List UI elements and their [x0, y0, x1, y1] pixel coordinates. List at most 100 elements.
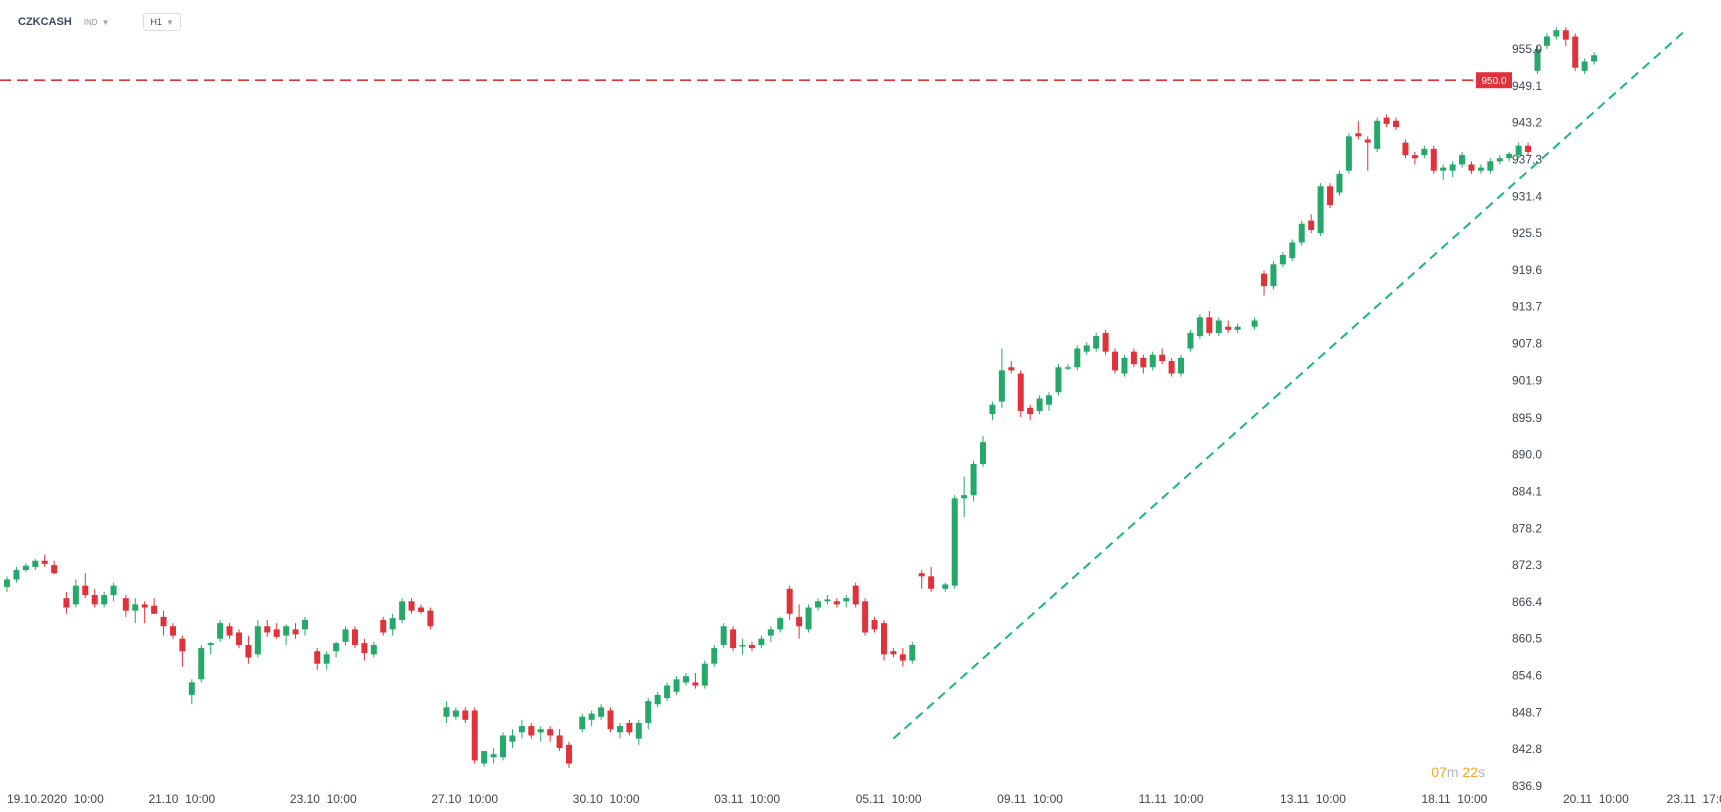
candle-body [682, 676, 689, 683]
candle-body [1383, 117, 1390, 124]
candle [1572, 33, 1579, 71]
trendline-layer [892, 29, 1687, 740]
candle [1308, 214, 1315, 234]
candle-body [32, 560, 39, 567]
candle [1459, 151, 1466, 168]
candle-body [1525, 145, 1532, 152]
timeframe-selector[interactable]: H1 ▼ [143, 13, 181, 31]
candle-body [370, 644, 377, 655]
candle [989, 401, 996, 421]
candle [852, 582, 859, 608]
candle-countdown: 07m 22s [1431, 764, 1485, 780]
x-tick-label: 09.11 10:00 [997, 792, 1063, 806]
candle [481, 751, 488, 767]
candle-body [843, 598, 850, 602]
candle-body [1562, 30, 1569, 40]
y-tick-label: 848.7 [1512, 705, 1542, 719]
candle-body [481, 751, 488, 764]
candle [579, 713, 586, 733]
candle [1355, 120, 1362, 140]
candle-body [122, 598, 129, 611]
candle [805, 604, 812, 633]
candle [72, 579, 79, 608]
candle [1487, 158, 1494, 174]
symbol-name: CZKCASH [18, 16, 72, 28]
candle-body [786, 588, 793, 614]
candle [626, 719, 633, 736]
trendline[interactable] [892, 29, 1687, 740]
candle [13, 566, 20, 583]
candle [730, 626, 737, 652]
candle-body [91, 595, 98, 605]
candle-body [1336, 173, 1343, 193]
y-tick-label: 866.4 [1512, 595, 1542, 609]
candle-body [748, 644, 755, 649]
candle-body [1591, 55, 1598, 62]
candle-body [207, 643, 214, 645]
candle-body [1317, 186, 1324, 234]
candle [273, 623, 280, 639]
candle-body [389, 618, 396, 630]
candle-body [101, 595, 108, 605]
candle [1187, 329, 1194, 352]
price-axis[interactable]: 955.0 949.1 943.2 937.3 931.4 925.5 919.6 913.7… [1512, 42, 1542, 793]
candle-body [141, 604, 148, 608]
candle-body [1345, 136, 1352, 171]
candle [408, 598, 415, 614]
candle [141, 601, 148, 624]
candle [1383, 114, 1390, 128]
candle-body [1402, 142, 1409, 156]
candle-body [1121, 357, 1128, 374]
candle-body [1251, 320, 1258, 327]
y-tick-label: 901.9 [1512, 373, 1542, 387]
candle-body [720, 626, 727, 645]
candle [1581, 58, 1588, 74]
candle [490, 747, 497, 764]
candle [380, 616, 387, 636]
candle [796, 604, 803, 639]
candle-body [1036, 398, 1043, 411]
candle [1159, 348, 1166, 365]
candle-body [1149, 354, 1156, 368]
candle-body [333, 643, 340, 652]
candle-body [598, 707, 605, 717]
candle [292, 623, 299, 639]
y-tick-label: 931.4 [1512, 189, 1542, 203]
y-tick-label: 884.1 [1512, 484, 1542, 498]
candle [556, 729, 563, 752]
candle-body [1449, 164, 1456, 171]
candle [518, 719, 525, 739]
countdown-minutes: 07 [1431, 764, 1447, 780]
y-tick-label: 949.1 [1512, 79, 1542, 93]
candle [1008, 361, 1015, 374]
x-tick-label: 13.11 10:00 [1280, 792, 1346, 806]
time-axis[interactable]: 19.10.2020 10:00 21.10 10:00 23.10 10:00 27… [7, 792, 1721, 806]
candle [427, 607, 434, 630]
candle-body [1093, 336, 1100, 349]
candle [767, 626, 774, 642]
candle [598, 704, 605, 720]
candle-body [254, 626, 261, 655]
candle [283, 624, 290, 645]
candle [151, 598, 158, 614]
x-tick-label: 19.10.2020 10:00 [7, 792, 104, 806]
candle-body [1187, 332, 1194, 349]
candle [1140, 354, 1147, 374]
candle-body [1064, 367, 1071, 369]
candle [758, 635, 765, 649]
candle-body [579, 716, 586, 730]
candle [351, 626, 358, 649]
candle-body [399, 601, 406, 621]
candle-body [1364, 139, 1371, 143]
candle [786, 585, 793, 621]
candle-body [824, 599, 831, 602]
candle-body [1308, 220, 1315, 230]
instrument-type-dropdown[interactable]: IND ▼ [84, 18, 110, 27]
candle-body [961, 495, 968, 499]
candle-body [852, 585, 859, 605]
candle [1468, 161, 1475, 174]
candle-body [13, 570, 20, 580]
candle [1534, 45, 1541, 74]
candle [63, 591, 70, 614]
